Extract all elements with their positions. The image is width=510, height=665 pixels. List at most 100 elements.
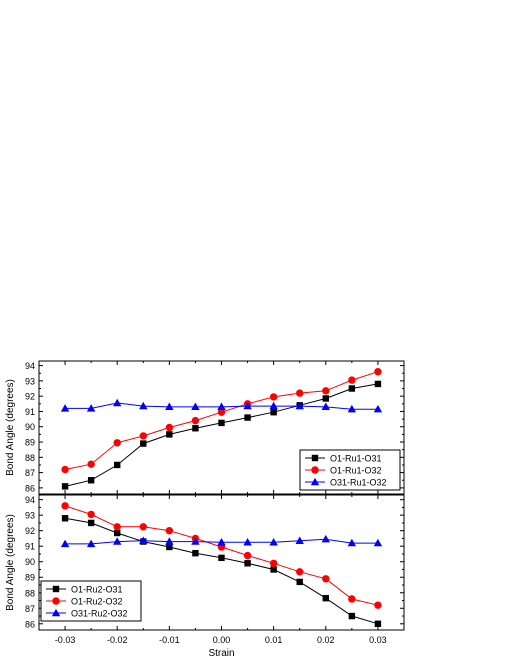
legend-label: O1-Ru1-O31 (330, 454, 382, 464)
y-axis-label: Bond Angle (degrees) (5, 379, 16, 476)
y-tick-label: 86 (25, 483, 35, 493)
y-axis-label: Bond Angle (degrees) (5, 514, 16, 611)
data-point-O1-Ru1-O31 (322, 395, 329, 402)
x-tick-label: -0.02 (107, 635, 128, 645)
x-tick-label: 0.00 (213, 635, 231, 645)
data-point-O1-Ru1-O32 (191, 416, 200, 425)
data-point-O1-Ru2-O32 (113, 523, 121, 531)
x-tick-label: -0.01 (159, 635, 180, 645)
data-point-O1-Ru2-O31 (348, 612, 356, 620)
y-tick-label: 92 (25, 526, 35, 536)
data-point-O31-Ru1-O32 (243, 401, 252, 410)
legend-marker-O31-Ru2-O32 (51, 608, 61, 617)
data-point-O1-Ru1-O32 (113, 439, 121, 447)
y-tick-label: 90 (25, 422, 35, 432)
data-point-O1-Ru2-O31 (322, 594, 329, 602)
data-point-O1-Ru2-O32 (61, 502, 69, 510)
data-point-O31-Ru2-O32 (139, 536, 148, 544)
data-point-O31-Ru1-O32 (86, 404, 96, 412)
data-point-O1-Ru2-O31 (61, 515, 69, 522)
data-point-O31-Ru2-O32 (60, 539, 70, 548)
data-point-O31-Ru2-O32 (217, 538, 226, 546)
data-point-O1-Ru2-O31 (270, 566, 277, 573)
data-point-O31-Ru2-O32 (269, 538, 278, 546)
data-point-O1-Ru2-O31 (244, 560, 251, 567)
data-point-O1-Ru1-O31 (270, 409, 277, 416)
legend-label: O31-Ru2-O32 (71, 609, 128, 619)
data-point-O1-Ru2-O31 (192, 549, 199, 557)
data-point-O1-Ru2-O32 (322, 575, 330, 583)
data-point-O31-Ru2-O32 (191, 537, 200, 545)
data-point-O1-Ru2-O31 (374, 620, 382, 627)
legend-label: O1-Ru2-O31 (71, 585, 123, 595)
data-point-O31-Ru2-O32 (243, 538, 252, 546)
data-point-O1-Ru1-O32 (296, 389, 304, 397)
y-tick-label: 91 (25, 542, 35, 552)
legend-label: O1-Ru1-O32 (330, 466, 382, 476)
data-point-O1-Ru1-O32 (269, 393, 278, 401)
data-point-O31-Ru2-O32 (295, 536, 304, 544)
data-point-O1-Ru2-O32 (348, 595, 356, 603)
y-tick-label: 94 (25, 361, 35, 371)
data-point-O1-Ru1-O32 (87, 460, 95, 468)
x-tick-label: 0.03 (369, 635, 387, 645)
data-point-O31-Ru1-O32 (347, 404, 357, 413)
data-point-O1-Ru1-O31 (244, 414, 251, 421)
y-tick-label: 87 (25, 604, 35, 614)
y-tick-label: 88 (25, 453, 35, 463)
data-point-O31-Ru1-O32 (321, 402, 330, 411)
data-point-O1-Ru2-O31 (87, 519, 95, 527)
legend-label: O1-Ru2-O32 (71, 597, 123, 607)
data-point-O1-Ru1-O31 (61, 483, 69, 490)
data-point-O31-Ru2-O32 (165, 537, 174, 545)
x-tick-label: -0.03 (55, 635, 76, 645)
legend-marker-O1-Ru1-O32 (311, 466, 319, 474)
data-point-O1-Ru1-O31 (192, 425, 199, 432)
data-point-O1-Ru1-O31 (348, 385, 356, 392)
y-tick-label: 94 (25, 495, 35, 505)
data-point-O31-Ru1-O32 (373, 404, 383, 413)
data-point-O31-Ru1-O32 (191, 402, 200, 411)
data-point-O31-Ru2-O32 (86, 539, 96, 548)
y-tick-label: 88 (25, 588, 35, 598)
y-tick-label: 87 (25, 468, 35, 478)
data-point-O1-Ru1-O32 (322, 387, 330, 395)
y-tick-label: 86 (25, 619, 35, 629)
data-point-O1-Ru2-O32 (374, 601, 382, 609)
data-point-O1-Ru2-O32 (269, 559, 278, 567)
x-axis-label: Strain (208, 648, 234, 659)
data-point-O1-Ru2-O31 (296, 578, 303, 586)
y-tick-label: 90 (25, 557, 35, 567)
legend-marker-O31-Ru1-O32 (310, 477, 320, 486)
y-tick-label: 92 (25, 392, 35, 402)
y-tick-label: 89 (25, 438, 35, 448)
data-point-O1-Ru1-O31 (374, 380, 382, 388)
legend-marker-O1-Ru1-O31 (311, 454, 319, 462)
data-point-O1-Ru2-O32 (243, 551, 252, 560)
data-point-O1-Ru2-O31 (114, 529, 121, 537)
data-point-O1-Ru1-O31 (218, 419, 225, 427)
data-point-O31-Ru2-O32 (113, 537, 122, 545)
data-point-O1-Ru1-O32 (61, 465, 69, 474)
data-point-O31-Ru2-O32 (373, 538, 383, 547)
data-point-O1-Ru1-O31 (114, 461, 121, 469)
data-point-O1-Ru2-O31 (218, 554, 225, 562)
data-point-O1-Ru2-O32 (87, 510, 95, 519)
legend-label: O31-Ru1-O32 (330, 478, 387, 488)
data-point-O31-Ru1-O32 (217, 402, 226, 411)
data-point-O31-Ru1-O32 (295, 401, 304, 410)
y-tick-label: 91 (25, 407, 35, 417)
data-point-O1-Ru2-O32 (139, 523, 147, 531)
data-point-O31-Ru1-O32 (269, 401, 278, 410)
data-point-O1-Ru1-O31 (140, 440, 147, 447)
y-tick-label: 93 (25, 511, 35, 521)
data-point-O1-Ru2-O31 (166, 543, 173, 551)
x-tick-label: 0.02 (317, 635, 335, 645)
data-point-O1-Ru1-O32 (348, 376, 356, 384)
data-point-O1-Ru1-O32 (217, 408, 226, 416)
data-point-O31-Ru1-O32 (165, 402, 174, 411)
data-point-O31-Ru1-O32 (113, 398, 122, 407)
data-point-O1-Ru1-O32 (374, 368, 382, 376)
